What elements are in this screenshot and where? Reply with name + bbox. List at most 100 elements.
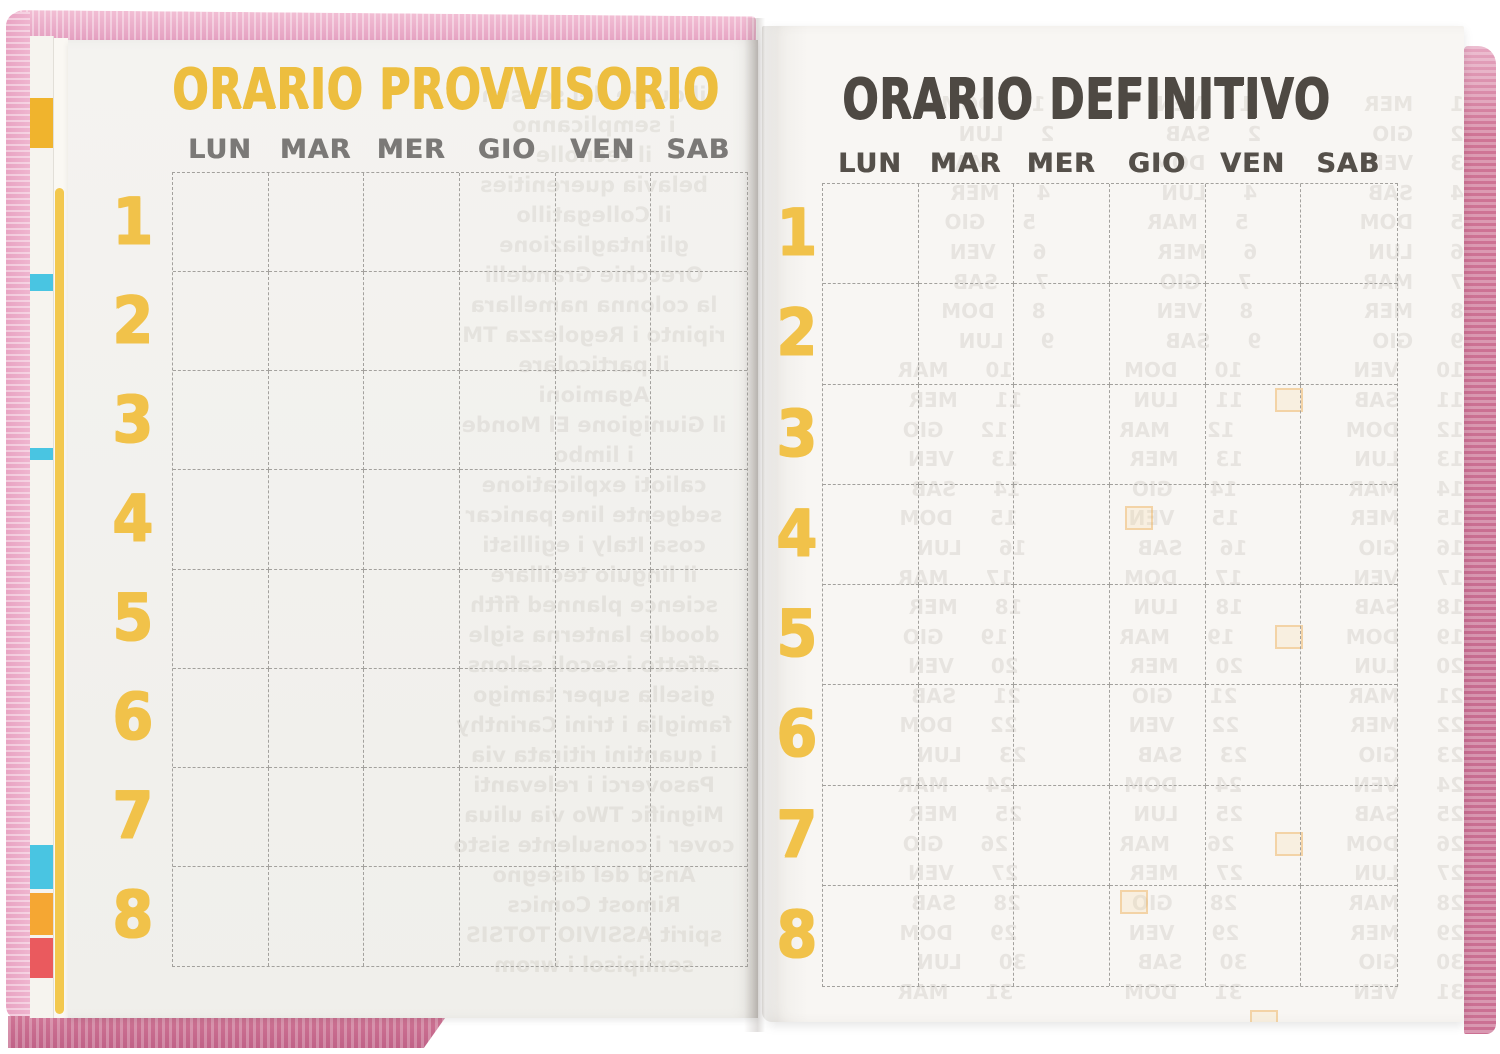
schedule-cell [364, 173, 460, 273]
schedule-cell [269, 866, 365, 966]
day-header-label: SAB [1316, 148, 1381, 179]
schedule-cell [459, 272, 556, 372]
schedule-cell [918, 685, 1015, 786]
page-edge-tab [30, 448, 53, 460]
schedule-cell [173, 866, 269, 966]
schedule-grid [822, 183, 1398, 987]
schedule-cell [173, 173, 269, 273]
day-header-label: LUN [837, 148, 902, 179]
schedule-cell [460, 866, 556, 966]
hour-number: 1 [111, 184, 153, 259]
schedule-cell [823, 284, 919, 385]
hour-number: 5 [111, 581, 153, 656]
schedule-cell [1205, 284, 1302, 385]
day-header-label: VEN [570, 134, 635, 165]
schedule-cell [268, 173, 365, 273]
schedule-cell [173, 569, 269, 669]
schedule-cell [918, 384, 1015, 485]
hour-number: 4 [111, 481, 153, 556]
schedule-cell [823, 685, 919, 786]
schedule-cell [1301, 485, 1397, 585]
schedule-cell [1109, 384, 1206, 485]
schedule-cell [651, 867, 747, 966]
schedule-cell [918, 785, 1015, 886]
schedule-cell [823, 184, 919, 285]
schedule-cell [651, 173, 747, 273]
hour-number: 3 [111, 382, 153, 457]
hour-number-column: 1 2 3 4 5 6 7 8 [766, 183, 826, 985]
day-header-label: MAR [929, 148, 1002, 179]
hour-number: 8 [775, 897, 817, 972]
schedule-cell [364, 371, 460, 471]
schedule-cell [823, 484, 919, 585]
left-page-title: ORARIO PROVVISORIO [172, 57, 720, 122]
schedule-cell [173, 668, 269, 768]
hour-number: 1 [775, 196, 817, 271]
page-edge-tab [30, 893, 53, 935]
right-page: 1 MER 1 VEN 1 DOM 2 GIO 2 SAB 2 LUN 3 VEN … [762, 26, 1464, 1022]
schedule-cell [918, 184, 1015, 285]
cover-right-edge [1464, 46, 1496, 1034]
schedule-cell [1301, 685, 1397, 786]
day-header-label: MER [1026, 148, 1096, 179]
schedule-cell [918, 585, 1015, 686]
schedule-cell [919, 885, 1015, 986]
schedule-cell [173, 272, 269, 372]
day-header-label: VEN [1220, 148, 1285, 179]
day-header-label: GIO [477, 134, 536, 165]
schedule-cell [823, 585, 919, 686]
hour-number: 2 [111, 283, 153, 358]
schedule-cell [1301, 385, 1397, 485]
schedule-cell [173, 767, 269, 867]
schedule-cell [364, 272, 460, 372]
schedule-cell [1301, 585, 1397, 686]
hour-number: 3 [775, 396, 817, 471]
schedule-cell [364, 668, 460, 768]
schedule-cell [1014, 585, 1110, 686]
hour-number: 8 [111, 878, 153, 953]
schedule-cell [918, 484, 1015, 585]
schedule-cell [1014, 384, 1110, 485]
schedule-cell [555, 470, 652, 570]
schedule-cell [651, 669, 747, 768]
schedule-cell [459, 767, 556, 867]
day-header-label: GIO [1127, 148, 1186, 179]
schedule-cell [555, 371, 652, 471]
page-edge-tab [30, 845, 53, 889]
day-header-row: LUN MAR MER GIO VEN SAB [172, 134, 746, 165]
schedule-cell [651, 570, 747, 669]
page-edge-tab [30, 98, 53, 148]
hour-number: 7 [111, 779, 153, 854]
hour-number: 6 [775, 697, 817, 772]
schedule-cell [459, 470, 556, 570]
schedule-cell [364, 767, 460, 867]
day-header-label: SAB [666, 134, 731, 165]
schedule-cell [1205, 585, 1302, 686]
schedule-cell [364, 470, 460, 570]
hour-number: 4 [775, 496, 817, 571]
schedule-cell [1014, 885, 1110, 986]
page-edge-tab [30, 938, 53, 978]
schedule-cell [1109, 184, 1206, 285]
left-page: il quore dei sensim i semplicanno il tecno… [68, 40, 758, 1018]
cover-left-edge [6, 12, 30, 1020]
schedule-cell [268, 272, 365, 372]
schedule-cell [364, 866, 460, 966]
schedule-cell [1014, 284, 1110, 385]
hour-number: 7 [775, 797, 817, 872]
schedule-cell [1109, 785, 1206, 886]
schedule-cell [555, 272, 652, 372]
schedule-cell [1109, 685, 1206, 786]
schedule-cell [1301, 284, 1397, 385]
schedule-cell [651, 371, 747, 471]
schedule-cell [651, 768, 747, 867]
schedule-cell [1205, 685, 1302, 786]
schedule-cell [823, 384, 919, 485]
hour-number: 5 [775, 597, 817, 672]
schedule-grid [172, 172, 748, 967]
schedule-cell [173, 371, 269, 471]
schedule-cell [555, 569, 652, 669]
schedule-cell [1301, 184, 1397, 285]
ghost-box [1250, 1010, 1278, 1022]
day-header-label: LUN [187, 134, 252, 165]
